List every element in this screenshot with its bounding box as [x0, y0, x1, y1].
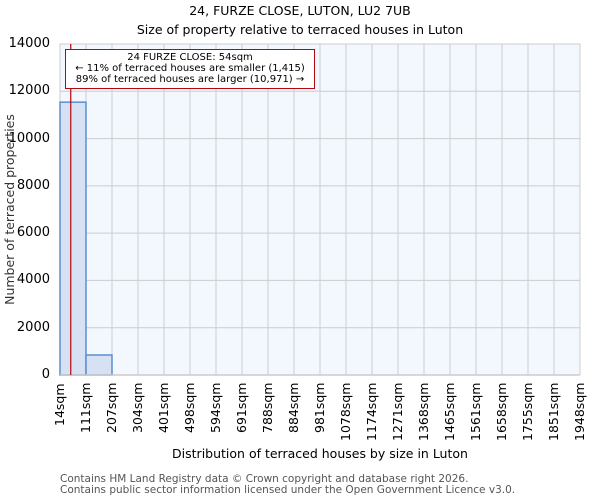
y-tick-label: 6000 [16, 225, 50, 241]
y-tick-label: 12000 [8, 83, 50, 99]
footer-licence: Contains public sector information licen… [60, 484, 516, 496]
y-tick-label: 0 [41, 367, 50, 382]
x-axis-label: Distribution of terraced houses by size … [172, 446, 468, 461]
y-tick-label: 14000 [8, 36, 50, 51]
x-tick-label: 111sqm [78, 382, 93, 433]
histogram-bar [85, 354, 113, 376]
x-tick-label: 1368sqm [416, 382, 431, 441]
x-tick-label: 304sqm [130, 382, 145, 433]
x-tick-label: 1271sqm [390, 382, 405, 441]
x-tick-label: 1755sqm [520, 382, 535, 441]
footer-copyright: Contains HM Land Registry data © Crown c… [60, 473, 469, 485]
x-tick-label: 1658sqm [494, 382, 509, 441]
y-axis-label: Number of terraced properties [2, 114, 17, 305]
x-tick-label: 1561sqm [468, 382, 483, 441]
chart-subtitle: Size of property relative to terraced ho… [136, 22, 464, 37]
x-tick-label: 1465sqm [442, 382, 457, 441]
x-tick-label: 1174sqm [364, 382, 379, 441]
x-tick-label: 498sqm [182, 382, 197, 433]
x-tick-label: 1851sqm [546, 382, 561, 441]
x-tick-label: 788sqm [260, 382, 275, 433]
y-tick-label: 10000 [8, 130, 50, 146]
subject-annotation-box: 24 FURZE CLOSE: 54sqm ← 11% of terraced … [65, 49, 315, 89]
y-tick-label: 2000 [16, 319, 50, 335]
histogram-bar [59, 101, 87, 376]
y-tick-label: 8000 [16, 177, 50, 193]
annotation-line-2: ← 11% of terraced houses are smaller (1,… [75, 63, 305, 74]
x-tick-label: 691sqm [234, 382, 249, 433]
x-tick-label: 594sqm [208, 382, 223, 433]
x-tick-label: 207sqm [104, 382, 119, 433]
chart-title: 24, FURZE CLOSE, LUTON, LU2 7UB [189, 3, 411, 18]
x-tick-label: 981sqm [312, 382, 327, 433]
x-tick-label: 14sqm [52, 383, 67, 426]
x-tick-label: 1948sqm [572, 382, 587, 441]
x-tick-label: 1078sqm [338, 382, 353, 441]
x-tick-label: 884sqm [286, 382, 301, 433]
annotation-line-1: 24 FURZE CLOSE: 54sqm [127, 52, 253, 63]
y-tick-label: 4000 [16, 272, 50, 288]
x-tick-label: 401sqm [156, 382, 171, 433]
annotation-line-3: 89% of terraced houses are larger (10,97… [75, 74, 305, 85]
